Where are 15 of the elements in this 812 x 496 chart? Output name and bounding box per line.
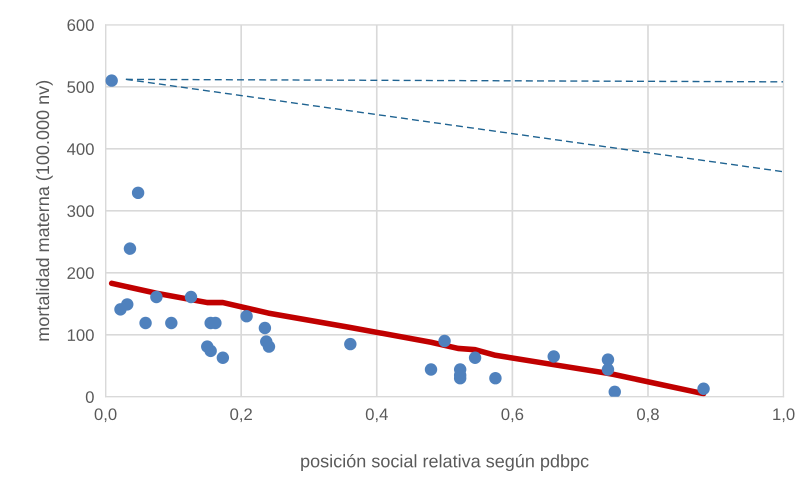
x-tick-label: 0,6 xyxy=(501,408,524,422)
y-tick-label: 100 xyxy=(68,329,94,342)
x-tick-label: 0,4 xyxy=(366,408,388,422)
y-tick-label: 400 xyxy=(67,143,94,156)
x-tick-label: 0,2 xyxy=(230,408,252,422)
x-tick-label: 0,0 xyxy=(94,408,116,422)
y-axis-title: mortalidad materna (100.000 nv) xyxy=(36,80,53,341)
y-tick-label: 300 xyxy=(67,205,94,218)
y-tick-label: 200 xyxy=(67,267,94,280)
x-tick-label: 1,0 xyxy=(773,408,795,422)
y-tick-label: 0 xyxy=(86,391,94,404)
y-tick-label: 600 xyxy=(67,19,94,32)
x-tick-label: 0,8 xyxy=(637,408,659,422)
y-tick-label: 500 xyxy=(67,81,94,94)
x-axis-title: posición social relativa según pdbpc xyxy=(301,454,589,472)
